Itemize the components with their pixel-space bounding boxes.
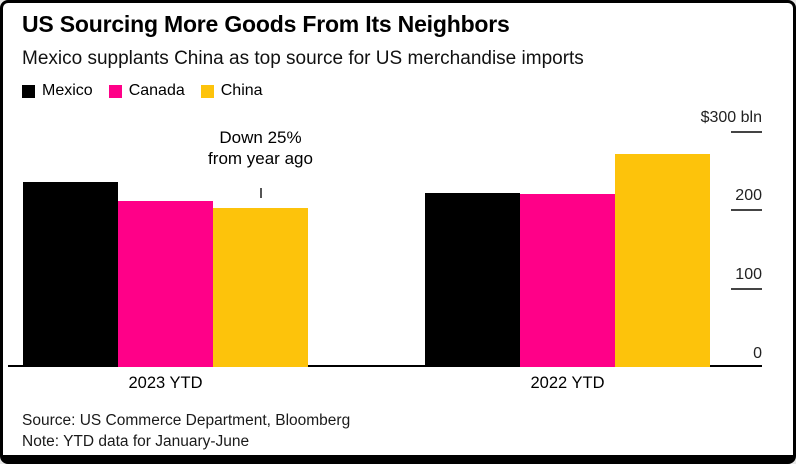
legend-item-mexico: Mexico (22, 82, 93, 100)
plot-area: Down 25% from year ago $300 bln 200 100 0 20… (3, 3, 793, 455)
legend-label: China (220, 82, 263, 99)
legend-swatch-icon (22, 84, 35, 98)
annotation-pointer-tick (259, 187, 262, 198)
legend-label: Canada (128, 82, 185, 99)
footer: Source: US Commerce Department, Bloomber… (22, 410, 350, 452)
source-note: Source: US Commerce Department, Bloomber… (22, 412, 351, 429)
legend-item-canada: Canada (108, 82, 185, 100)
x-category-label: 2022 YTD (530, 374, 605, 392)
y-tick-line (731, 287, 762, 290)
bar-canada-2022-ytd (520, 193, 615, 367)
y-tick-line (731, 209, 762, 211)
legend: Mexico Canada China (22, 82, 263, 100)
data-note: Note: YTD data for January-June (22, 433, 250, 450)
chart-title: US Sourcing More Goods From Its Neighbor… (22, 11, 510, 37)
x-axis-line (8, 365, 762, 367)
y-axis-label: 100 (735, 265, 762, 283)
y-axis-label: $300 bln (700, 108, 762, 126)
legend-swatch-icon (108, 84, 122, 98)
annotation-line-1: Down 25% (219, 128, 302, 147)
legend-label: Mexico (42, 82, 93, 99)
bar-mexico-2022-ytd (425, 192, 520, 367)
bar-canada-2023-ytd (118, 201, 213, 367)
y-axis-label: 200 (735, 187, 762, 204)
annotation-line-2: from year ago (208, 149, 313, 168)
bar-mexico-2023-ytd (23, 181, 118, 367)
annotation: Down 25% from year ago (208, 127, 313, 169)
y-tick-line (731, 130, 762, 133)
bar-china-2023-ytd (213, 207, 308, 367)
legend-swatch-icon (200, 84, 214, 98)
chart-subtitle: Mexico supplants China as top source for… (22, 48, 584, 69)
x-category-label: 2023 YTD (128, 374, 203, 392)
legend-item-china: China (200, 82, 263, 100)
bar-china-2022-ytd (615, 154, 710, 367)
y-axis-label: 0 (753, 345, 762, 362)
